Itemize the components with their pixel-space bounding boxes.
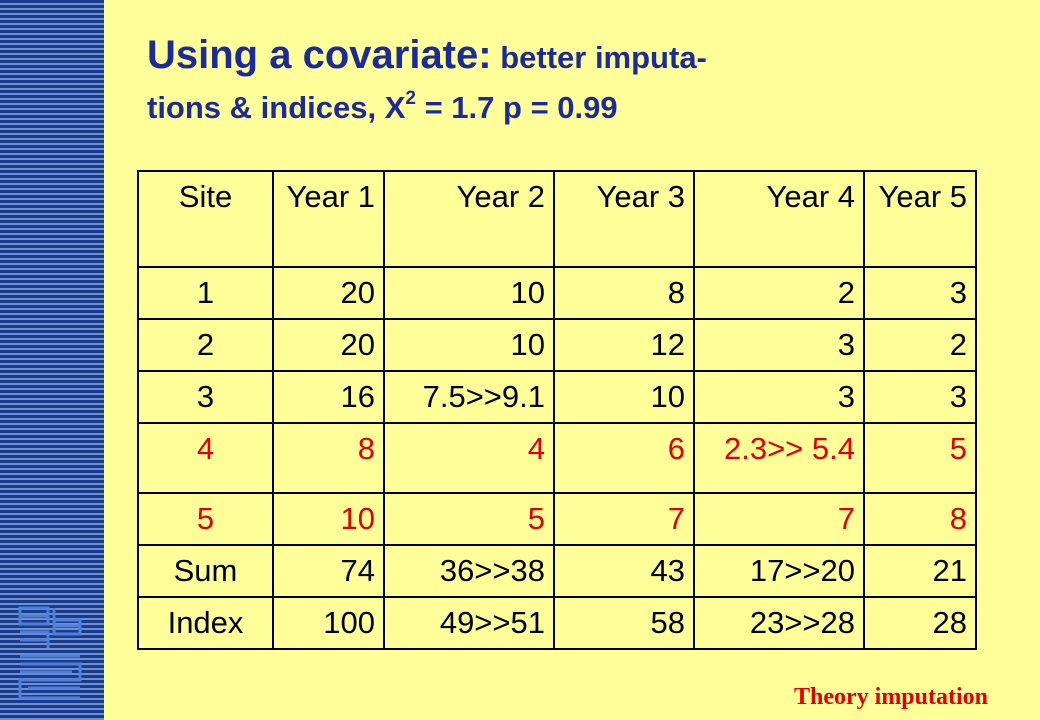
table-cell: 10 — [553, 370, 695, 424]
header-cell: Year 5 — [863, 170, 977, 268]
table-cell: 74 — [272, 544, 385, 598]
table-row: 3 16 7.5>>9.1 10 3 3 — [137, 370, 977, 424]
logo — [18, 606, 82, 700]
table-cell: 2 — [693, 266, 865, 320]
data-table: Site Year 1 Year 2 Year 3 Year 4 Year 5 1 20 10 8… — [137, 170, 977, 650]
table-row: 2 20 10 12 3 2 — [137, 318, 977, 372]
title-line2: tions & indices, X — [147, 90, 406, 125]
table-cell: 12 — [553, 318, 695, 372]
table-cell: 8 — [863, 492, 977, 546]
table-cell: 23>>28 — [693, 596, 865, 650]
table-cell: 58 — [553, 596, 695, 650]
table-cell: 2 — [137, 318, 274, 372]
title: Using a covariate: better imputa-tions &… — [147, 30, 1027, 133]
table-row: 1 20 10 8 2 3 — [137, 266, 977, 320]
logo-lines — [18, 606, 82, 700]
table-cell: 3 — [693, 318, 865, 372]
header-cell: Site — [137, 170, 274, 268]
table-cell: 100 — [272, 596, 385, 650]
superscript: 2 — [405, 88, 416, 109]
table-cell: 7.5>>9.1 — [383, 370, 555, 424]
table-cell: 2 — [863, 318, 977, 372]
table-cell: 3 — [693, 370, 865, 424]
table-cell: Index — [137, 596, 274, 650]
table-row: Index 100 49>>51 58 23>>28 28 — [137, 596, 977, 650]
title-rest: better imputa- — [500, 40, 707, 75]
table-cell: 5 — [383, 492, 555, 546]
table-cell: 2.3>> 5.4 — [693, 422, 865, 494]
table-cell: 5 — [137, 492, 274, 546]
table-row: Sum 74 36>>38 43 17>>20 21 — [137, 544, 977, 598]
table-cell: 43 — [553, 544, 695, 598]
table-cell: 7 — [553, 492, 695, 546]
header-cell: Year 1 — [272, 170, 385, 268]
table-cell: 1 — [137, 266, 274, 320]
table-cell: 4 — [137, 422, 274, 494]
table-cell: 20 — [272, 318, 385, 372]
table-row: 4 8 4 6 2.3>> 5.4 5 — [137, 422, 977, 494]
footer: Theory imputation — [793, 684, 988, 710]
table-cell: Sum — [137, 544, 274, 598]
table-cell: 10 — [383, 318, 555, 372]
table-cell: 8 — [553, 266, 695, 320]
title-line2-end: = 1.7 p = 0.99 — [424, 90, 618, 125]
table-cell: 3 — [137, 370, 274, 424]
table-cell: 16 — [272, 370, 385, 424]
table-cell: 10 — [272, 492, 385, 546]
table-cell: 28 — [863, 596, 977, 650]
header-cell: Year 2 — [383, 170, 555, 268]
table-cell: 49>>51 — [383, 596, 555, 650]
header-cell: Year 4 — [693, 170, 865, 268]
table-cell: 5 — [863, 422, 977, 494]
table-cell: 8 — [272, 422, 385, 494]
table-cell: 36>>38 — [383, 544, 555, 598]
table-cell: 20 — [272, 266, 385, 320]
side-band — [0, 0, 104, 720]
title-main: Using a covariate: — [147, 33, 492, 77]
table-cell: 7 — [693, 492, 865, 546]
table-cell: 3 — [863, 370, 977, 424]
table-cell: 6 — [553, 422, 695, 494]
header-cell: Year 3 — [553, 170, 695, 268]
table-cell: 10 — [383, 266, 555, 320]
table-cell: 17>>20 — [693, 544, 865, 598]
table-cell: 3 — [863, 266, 977, 320]
table-row: 5 10 5 7 7 8 — [137, 492, 977, 546]
table-cell: 4 — [383, 422, 555, 494]
table-cell: 21 — [863, 544, 977, 598]
header-row: Site Year 1 Year 2 Year 3 Year 4 Year 5 — [137, 170, 977, 268]
